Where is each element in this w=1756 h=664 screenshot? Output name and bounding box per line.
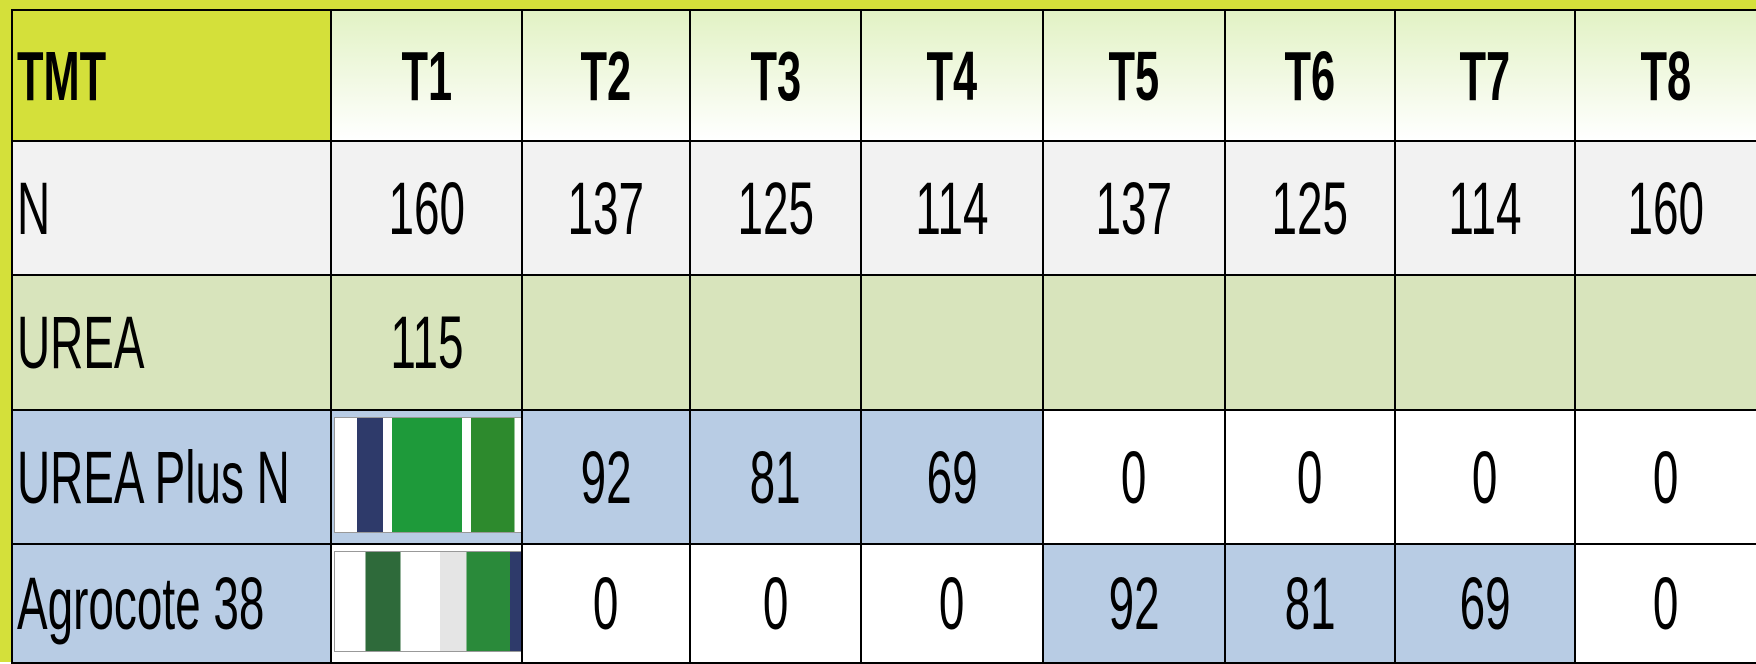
header-cell: TMT <box>11 9 332 142</box>
table-cell <box>1394 274 1576 411</box>
cell-text: 115 <box>390 300 463 385</box>
cell-text: 0 <box>1653 561 1679 646</box>
table-cell <box>1042 274 1226 411</box>
page: TMT T1 T2 T3 T4 T5 T6 T7 T8 N 160 137 125 114 137 125 11… <box>0 0 1756 662</box>
header-cell: T2 <box>521 9 691 142</box>
row-label: Agrocote 38 <box>11 543 332 664</box>
table-cell: 0 <box>1574 409 1756 545</box>
header-cell: T8 <box>1574 9 1756 142</box>
table-cell: 69 <box>1394 543 1576 664</box>
table-cell <box>860 274 1044 411</box>
cell-text: TMT <box>17 36 106 116</box>
table-cell: 125 <box>1224 140 1396 276</box>
table-cell <box>330 543 523 664</box>
table-cell: 92 <box>521 409 691 545</box>
row-label: UREA Plus N <box>11 409 332 545</box>
cell-text: Agrocote 38 <box>17 561 264 646</box>
cell-text: 137 <box>568 166 645 251</box>
cell-text: 114 <box>1448 166 1521 251</box>
cell-text: 0 <box>1297 435 1323 520</box>
table-cell: 69 <box>860 409 1044 545</box>
table-cell: 0 <box>1574 543 1756 664</box>
header-cell: T5 <box>1042 9 1226 142</box>
cell-text: 125 <box>1272 166 1349 251</box>
cell-text: T8 <box>1641 36 1692 116</box>
top-band <box>0 0 1756 9</box>
table-cell: 137 <box>521 140 691 276</box>
table-cell: 114 <box>860 140 1044 276</box>
cell-text: 81 <box>1284 561 1335 646</box>
cell-text: 0 <box>1121 435 1147 520</box>
cell-text: 0 <box>939 561 965 646</box>
product-image <box>334 551 523 652</box>
table-cell: 125 <box>689 140 862 276</box>
row-label: N <box>11 140 332 276</box>
table-cell: 160 <box>1574 140 1756 276</box>
table-cell: 137 <box>1042 140 1226 276</box>
cell-text: 160 <box>1628 166 1705 251</box>
cell-text: 69 <box>926 435 977 520</box>
cell-text: 81 <box>750 435 801 520</box>
table-cell: 81 <box>689 409 862 545</box>
cell-text: UREA Plus N <box>17 435 290 520</box>
cell-text: UREA <box>17 300 144 385</box>
cell-text: N <box>17 166 50 251</box>
table-cell: 0 <box>1224 409 1396 545</box>
header-cell: T3 <box>689 9 862 142</box>
table-cell <box>1574 274 1756 411</box>
cell-text: 92 <box>580 435 631 520</box>
row-label: UREA <box>11 274 332 411</box>
header-cell: T7 <box>1394 9 1576 142</box>
cell-text: T5 <box>1109 36 1160 116</box>
cell-text: 0 <box>763 561 789 646</box>
table-cell <box>689 274 862 411</box>
cell-text: T2 <box>581 36 632 116</box>
table-cell: 0 <box>689 543 862 664</box>
cell-text: 0 <box>1472 435 1498 520</box>
table-cell: 160 <box>330 140 523 276</box>
header-cell: T4 <box>860 9 1044 142</box>
cell-text: 69 <box>1459 561 1510 646</box>
cell-text: 160 <box>388 166 465 251</box>
table-cell <box>521 274 691 411</box>
cell-text: 137 <box>1096 166 1173 251</box>
table-cell: 0 <box>1394 409 1576 545</box>
cell-text: T4 <box>927 36 978 116</box>
table-cell: 81 <box>1224 543 1396 664</box>
cell-text: T7 <box>1460 36 1511 116</box>
cell-text: 92 <box>1108 561 1159 646</box>
product-image <box>334 417 523 533</box>
header-cell: T1 <box>330 9 523 142</box>
cell-text: 0 <box>593 561 619 646</box>
cell-text: T3 <box>750 36 801 116</box>
table-cell <box>1224 274 1396 411</box>
cell-text: 0 <box>1653 435 1679 520</box>
table-cell: 0 <box>521 543 691 664</box>
header-cell: T6 <box>1224 9 1396 142</box>
cell-text: T6 <box>1285 36 1336 116</box>
table-cell: 115 <box>330 274 523 411</box>
table-cell: 0 <box>860 543 1044 664</box>
cell-text: T1 <box>401 36 452 116</box>
table-cell <box>330 409 523 545</box>
table-cell: 114 <box>1394 140 1576 276</box>
cell-text: 125 <box>737 166 814 251</box>
table-cell: 92 <box>1042 543 1226 664</box>
table-cell: 0 <box>1042 409 1226 545</box>
cell-text: 114 <box>915 166 988 251</box>
